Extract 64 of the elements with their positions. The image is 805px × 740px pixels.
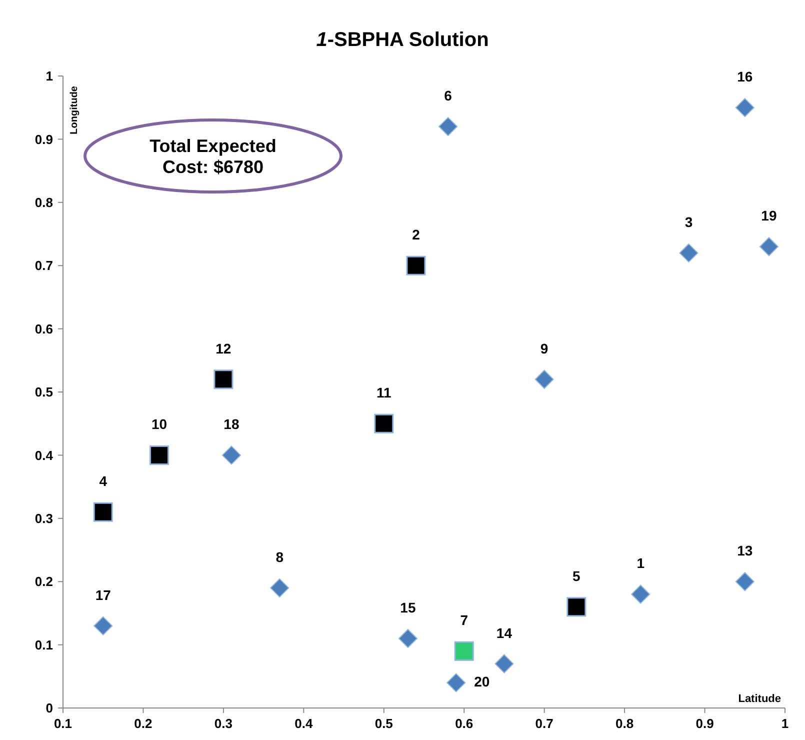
y-tick-label: 0.1	[34, 637, 53, 652]
annotation: 19	[761, 208, 777, 224]
annotation: 3	[684, 214, 693, 230]
x-tick-label: 1	[781, 716, 789, 731]
point	[566, 597, 586, 617]
point	[438, 117, 458, 136]
point	[759, 237, 778, 256]
annotation: 16	[737, 68, 753, 85]
point	[735, 98, 754, 118]
annotation: 9	[540, 340, 548, 356]
y-axis-title: Longitude	[69, 86, 80, 134]
annotation: 17	[95, 586, 112, 603]
point	[534, 370, 554, 389]
annotation: 7	[460, 612, 468, 628]
annotation: 14	[496, 624, 512, 641]
annotation: 4	[99, 473, 108, 490]
point	[398, 628, 418, 648]
x-tick-label: 0.4	[294, 716, 314, 731]
annotation: 13	[737, 542, 753, 559]
y-tick-label: 0.9	[34, 132, 53, 147]
point	[446, 673, 466, 692]
y-tick-label: 0.8	[34, 194, 53, 210]
point	[150, 445, 170, 465]
y-tick-label: 0.7	[34, 258, 53, 274]
point	[735, 572, 754, 592]
point	[374, 414, 394, 434]
point	[93, 502, 113, 522]
annotation: 2	[412, 226, 420, 243]
x-tick-label: 0.2	[134, 716, 152, 731]
point	[679, 243, 698, 262]
x-tick-label: 0.7	[535, 716, 554, 731]
y-tick-label: 0.5	[34, 384, 53, 400]
x-tick-label: 0.8	[616, 716, 634, 731]
x-tick-label: 0.5	[374, 716, 393, 731]
x-tick-label: 0.3	[214, 716, 232, 731]
point	[406, 256, 426, 276]
annotation: 11	[376, 384, 392, 401]
annotation: 1	[636, 555, 645, 572]
point	[270, 578, 290, 598]
annotation: 18	[224, 416, 240, 432]
annotation: 10	[151, 416, 168, 432]
point	[214, 370, 234, 390]
annotation: 6	[444, 88, 452, 104]
point	[631, 584, 650, 604]
y-tick-label: 0.6	[34, 321, 53, 336]
y-tick-label: 0.2	[34, 574, 53, 590]
y-tick-label: 0.3	[34, 510, 53, 526]
point	[94, 616, 113, 636]
x-tick-label: 0.9	[696, 716, 714, 731]
annotation: 20	[474, 674, 490, 690]
chart-title: 1-SBPHA Solution	[316, 29, 489, 51]
y-tick-label: 0.4	[34, 448, 54, 463]
point	[222, 446, 241, 465]
point	[494, 654, 514, 674]
annotation: 8	[276, 548, 284, 565]
x-axis-title: Latitude	[738, 693, 781, 705]
y-tick-label: 1	[46, 68, 53, 84]
annotation: 15	[400, 599, 416, 616]
annotation: 5	[572, 568, 581, 584]
annotation: 12	[216, 340, 232, 356]
annotation: Total Expected Cost: $6780	[150, 136, 276, 177]
y-tick-label: 0	[46, 700, 53, 716]
point	[454, 641, 474, 661]
x-tick-label: 0.6	[455, 716, 474, 731]
